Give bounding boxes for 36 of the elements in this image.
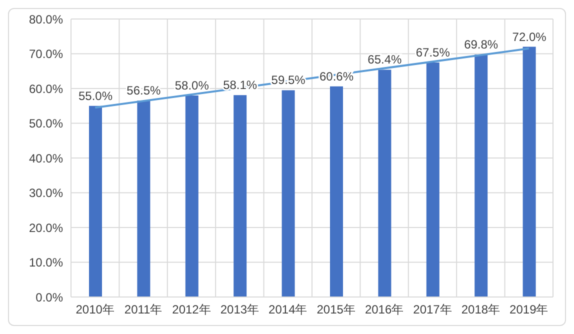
bar	[522, 46, 536, 297]
data-label: 69.8%	[464, 37, 498, 52]
y-tick-label: 40.0%	[28, 151, 64, 166]
bar	[282, 90, 295, 297]
x-tick-label: 2018年	[461, 302, 500, 317]
y-tick-label: 80.0%	[28, 12, 64, 26]
bar	[89, 106, 102, 297]
bar	[185, 95, 198, 297]
x-tick-label: 2010年	[76, 302, 114, 317]
bar	[234, 95, 247, 297]
data-label: 67.5%	[416, 45, 450, 60]
y-tick-label: 20.0%	[28, 220, 64, 235]
data-label: 65.4%	[368, 52, 402, 67]
data-label: 72.0%	[512, 30, 547, 44]
y-tick-label: 70.0%	[28, 47, 64, 62]
x-tick-label: 2015年	[316, 302, 356, 317]
bar	[137, 100, 150, 297]
x-tick-label: 2016年	[364, 302, 404, 317]
x-tick-label: 2011年	[124, 302, 162, 317]
y-tick-label: 60.0%	[28, 82, 64, 96]
y-tick-label: 0.0%	[36, 290, 64, 304]
x-tick-label: 2019年	[510, 302, 548, 317]
x-tick-label: 2014年	[268, 302, 308, 317]
bar	[426, 62, 440, 297]
x-tick-label: 2012年	[172, 302, 211, 317]
x-tick-label: 2017年	[413, 302, 452, 317]
y-tick-label: 50.0%	[28, 116, 64, 131]
data-label: 55.0%	[78, 88, 113, 103]
bar	[474, 54, 488, 297]
bar	[378, 70, 392, 297]
bar	[330, 86, 343, 297]
data-label: 56.5%	[126, 84, 162, 98]
y-tick-label: 10.0%	[28, 256, 64, 270]
y-tick-label: 30.0%	[28, 186, 64, 200]
x-tick-label: 2013年	[220, 302, 260, 317]
data-label: 58.0%	[174, 78, 210, 92]
